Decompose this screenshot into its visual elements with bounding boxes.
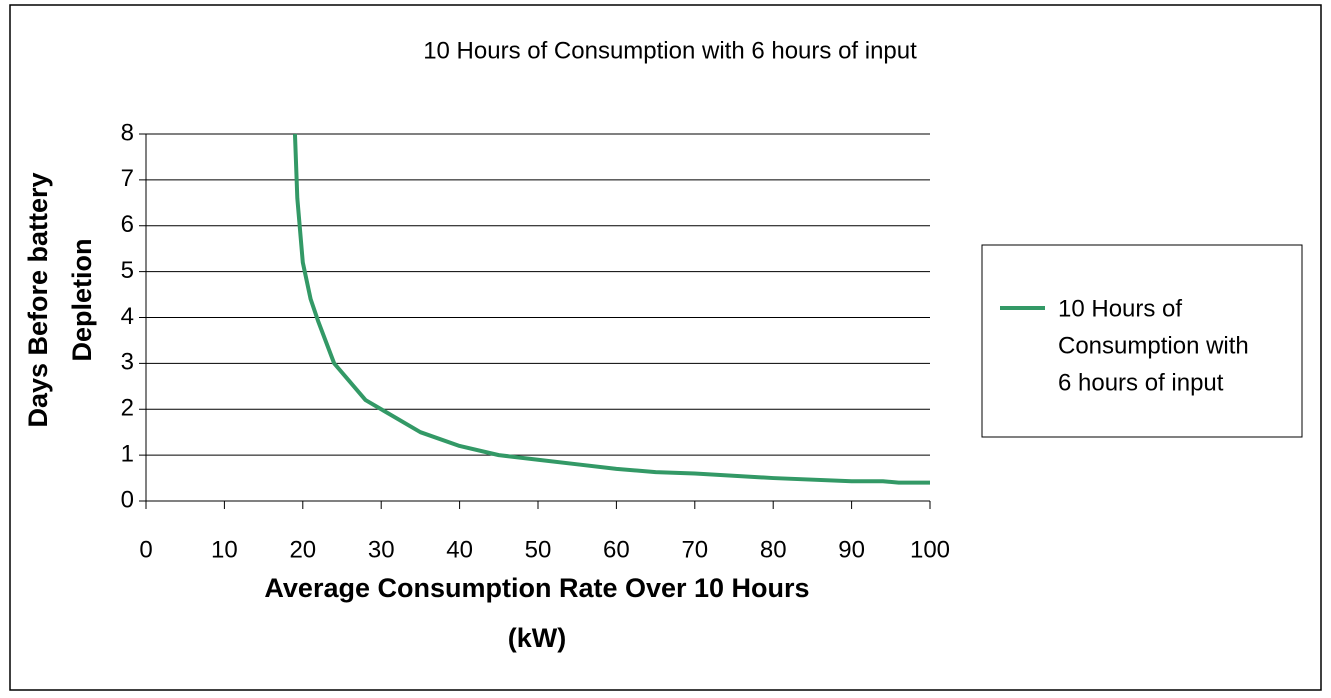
x-tick-label: 90 (838, 536, 865, 563)
x-tick-label: 10 (211, 536, 238, 563)
y-tick-label: 2 (121, 395, 134, 422)
x-tick-label: 0 (139, 536, 152, 563)
x-tick-label: 100 (910, 536, 950, 563)
x-tick-label: 70 (681, 536, 708, 563)
legend-label: 10 Hours of (1058, 295, 1182, 322)
y-tick-label: 5 (121, 257, 134, 284)
x-tick-label: 80 (760, 536, 787, 563)
y-tick-label: 4 (121, 303, 134, 330)
y-tick-label: 3 (121, 349, 134, 376)
x-tick-label: 40 (446, 536, 473, 563)
legend-box (981, 244, 1303, 438)
y-tick-label: 1 (121, 440, 134, 467)
x-tick-label: 60 (603, 536, 630, 563)
y-axis-title: Days Before battery Depletion (23, 172, 97, 427)
legend-label: 6 hours of input (1058, 369, 1224, 396)
x-tick-label: 20 (289, 536, 316, 563)
y-tick-label: 8 (121, 119, 134, 146)
y-axis-title-line: Depletion (67, 238, 97, 361)
legend-label: Consumption with (1058, 332, 1249, 359)
y-tick-label: 6 (121, 211, 134, 238)
y-tick-label: 7 (121, 165, 134, 192)
x-axis-title: Average Consumption Rate Over 10 Hours (264, 573, 809, 603)
x-tick-label: 30 (368, 536, 395, 563)
y-tick-label: 0 (121, 486, 134, 513)
data-line (292, 133, 930, 485)
x-tick-label: 50 (525, 536, 552, 563)
x-axis-title: (kW) (508, 623, 566, 653)
chart-title: 10 Hours of Consumption with 6 hours of … (423, 37, 917, 64)
y-axis-title-line: Days Before battery (23, 172, 53, 427)
